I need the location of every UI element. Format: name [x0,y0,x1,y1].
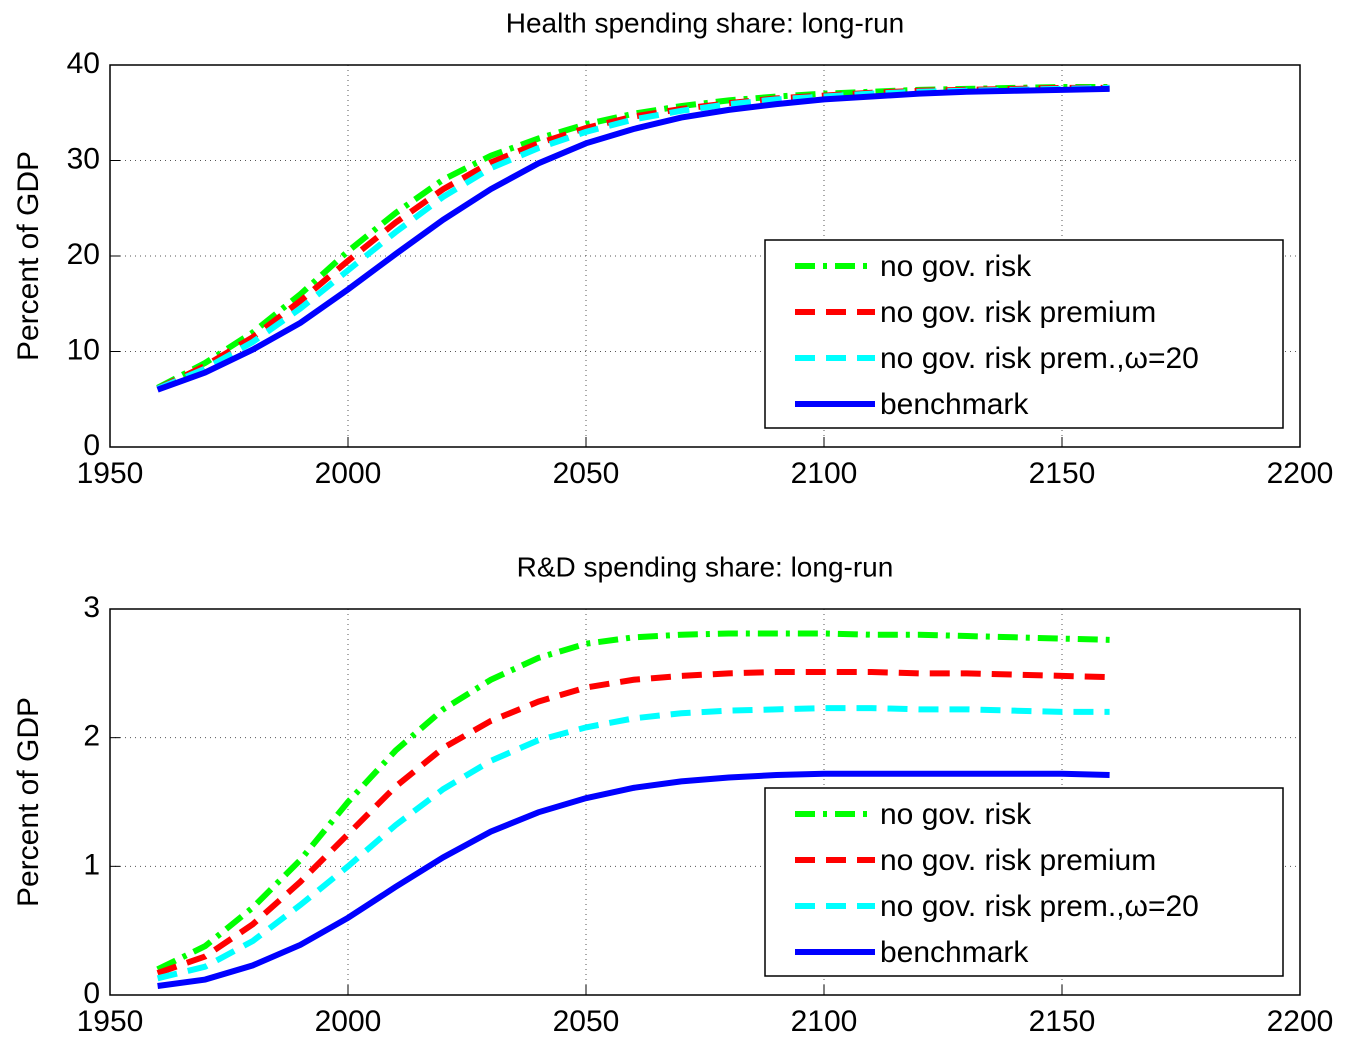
legend-label: no gov. risk premium [880,296,1156,329]
x-tick-label: 1950 [77,1005,144,1038]
x-tick-label: 2100 [791,457,858,490]
x-tick-label: 2100 [791,1005,858,1038]
x-tick-label: 2150 [1029,1005,1096,1038]
plot-frame [109,608,1301,996]
plot-frame [109,64,1301,448]
y-tick-label: 1 [83,848,100,881]
x-tick-label: 2000 [315,1005,382,1038]
y-tick-label: 0 [83,977,100,1010]
y-tick-label: 3 [83,591,100,624]
y-tick-label: 40 [67,47,100,80]
chart-title: Health spending share: long-run [506,7,904,38]
legend-label: benchmark [880,936,1029,969]
x-tick-label: 2050 [553,457,620,490]
x-tick-label: 2200 [1267,1005,1334,1038]
legend-box [764,239,1284,429]
y-tick-label: 10 [67,333,100,366]
series-line [156,705,1110,982]
series-line [157,770,1110,989]
legend-box [764,787,1284,977]
legend-label: no gov. risk prem.,ω=20 [880,342,1199,375]
x-tick-label: 2150 [1029,457,1096,490]
y-tick-label: 0 [83,429,100,462]
y-tick-label: 30 [67,142,100,175]
y-axis-label: Percent of GDP [12,697,45,907]
x-tick-label: 2050 [553,1005,620,1038]
x-tick-label: 2000 [315,457,382,490]
series-line [156,630,1110,972]
chart-title: R&D spending share: long-run [517,551,894,582]
legend-label: benchmark [880,388,1029,421]
x-tick-label: 2200 [1267,457,1334,490]
y-tick-label: 2 [83,720,100,753]
legend-label: no gov. risk [880,798,1032,831]
series-line [156,85,1110,393]
legend-label: no gov. risk premium [880,844,1156,877]
x-tick-label: 1950 [77,457,144,490]
y-tick-label: 20 [67,238,100,271]
legend-label: no gov. risk [880,250,1032,283]
legend-label: no gov. risk prem.,ω=20 [880,890,1199,923]
series-line [156,669,1110,976]
y-axis-label: Percent of GDP [12,151,45,361]
